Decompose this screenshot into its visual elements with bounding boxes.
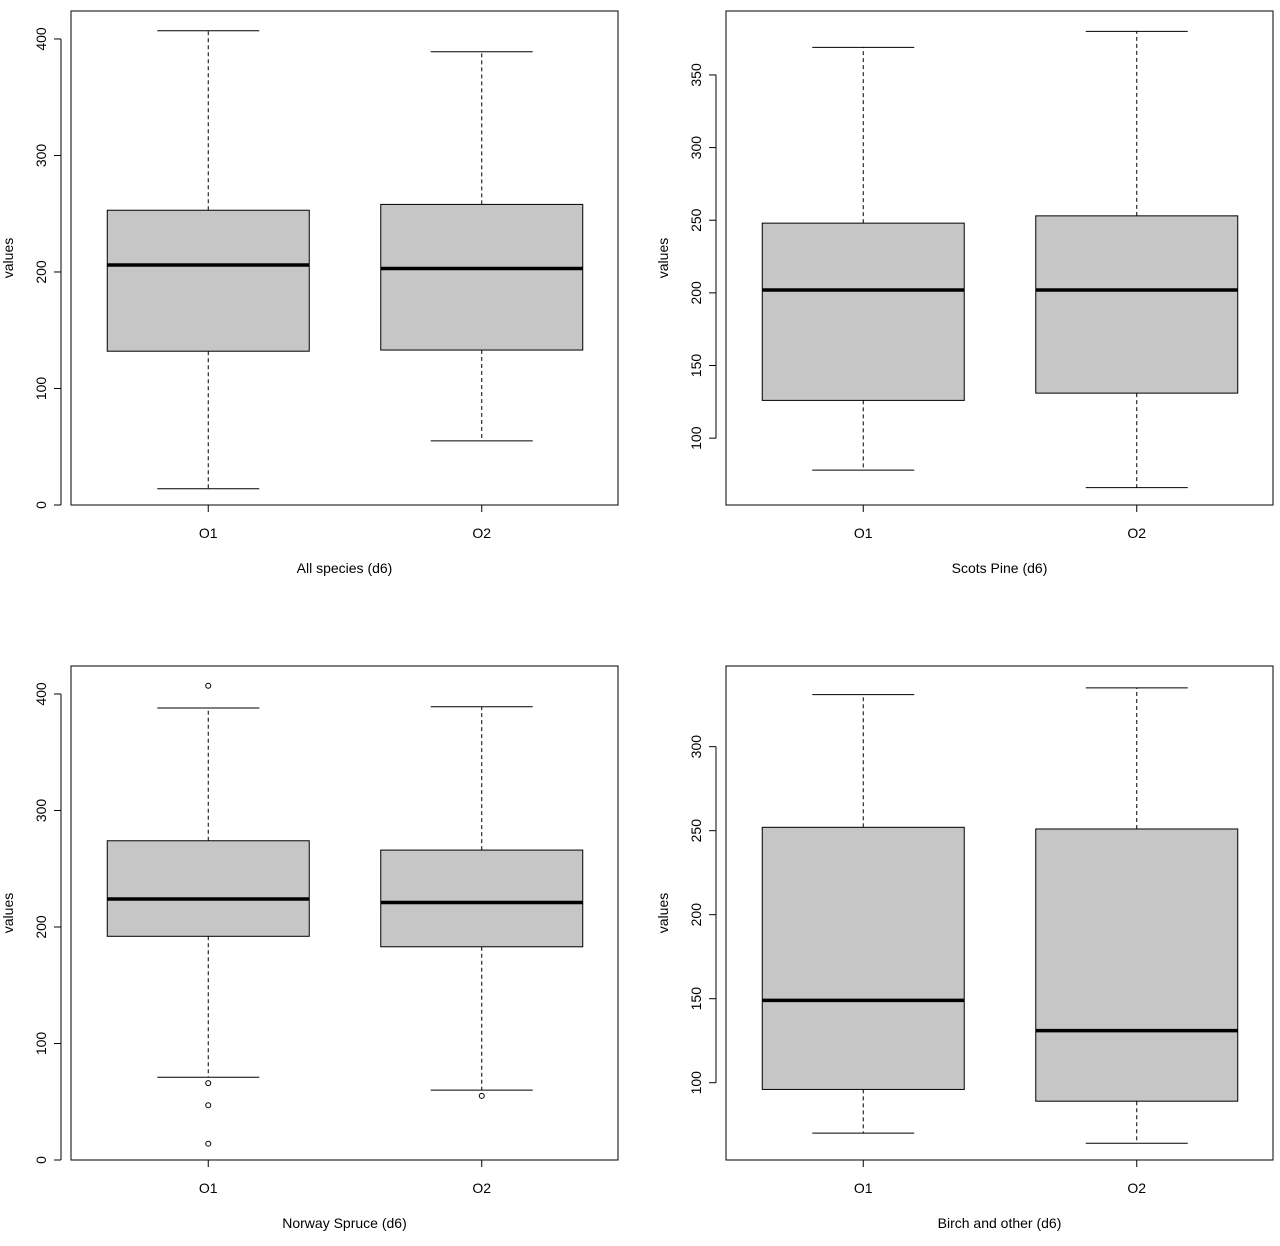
box-body xyxy=(380,849,584,948)
y-tick-label: 250 xyxy=(688,819,704,843)
x-axis-title: Scots Pine (d6) xyxy=(952,560,1048,576)
y-tick-label: 100 xyxy=(688,426,704,450)
y-tick-label: 400 xyxy=(33,682,49,706)
box-O1 xyxy=(761,694,965,1134)
outlier-point xyxy=(205,682,212,689)
x-tick-label: O2 xyxy=(472,1180,491,1196)
box-body xyxy=(106,840,310,937)
y-tick-label: 400 xyxy=(33,27,49,51)
y-tick-label: 250 xyxy=(688,208,704,232)
box-body xyxy=(106,209,310,352)
box-O1 xyxy=(761,46,965,471)
box-O1 xyxy=(106,682,310,1147)
x-tick-label: O1 xyxy=(854,525,873,541)
y-tick-label: 350 xyxy=(688,63,704,87)
x-tick-label: O2 xyxy=(1127,1180,1146,1196)
y-axis-title: values xyxy=(0,238,16,278)
chart-panel-4: 100 150 200 250 300 O1 O2 Birch and other (d6) v… xyxy=(655,665,1274,1231)
y-tick-label: 0 xyxy=(33,1156,49,1164)
y-tick-label: 150 xyxy=(688,354,704,378)
y-tick-label: 100 xyxy=(33,1032,49,1056)
x-tick-label: O1 xyxy=(199,525,218,541)
y-axis-title: values xyxy=(655,893,671,933)
x-tick-label: O1 xyxy=(854,1180,873,1196)
x-axis-title: All species (d6) xyxy=(297,560,393,576)
outlier-point xyxy=(205,1140,212,1147)
y-tick-label: 300 xyxy=(688,136,704,160)
y-tick-label: 0 xyxy=(33,501,49,509)
outlier-point xyxy=(205,1080,212,1087)
box-body xyxy=(1035,828,1239,1102)
box-O2 xyxy=(380,51,584,442)
box-body xyxy=(761,826,965,1090)
box-O2 xyxy=(380,706,584,1099)
y-axis-title: values xyxy=(655,238,671,278)
x-tick-label: O1 xyxy=(199,1180,218,1196)
chart-panel-1: 0 100 200 300 400 O1 O2 All species (d6) values xyxy=(0,10,619,576)
x-tick-label: O2 xyxy=(1127,525,1146,541)
box-O2 xyxy=(1035,30,1239,489)
plot-frame xyxy=(725,665,1274,1161)
x-axis-title: Birch and other (d6) xyxy=(938,1215,1062,1231)
y-tick-label: 150 xyxy=(688,987,704,1011)
outlier-point xyxy=(205,1102,212,1109)
box-body xyxy=(761,222,965,401)
y-tick-label: 200 xyxy=(33,915,49,939)
chart-panel-2: 100 150 200 250 300 350 O1 O2 Scots Pine (d6) val… xyxy=(655,10,1274,576)
y-tick-label: 300 xyxy=(33,144,49,168)
y-tick-label: 200 xyxy=(33,260,49,284)
y-tick-label: 100 xyxy=(33,377,49,401)
box-body xyxy=(380,203,584,351)
plot-frame xyxy=(70,665,619,1161)
box-body xyxy=(1035,215,1239,394)
y-tick-label: 300 xyxy=(688,735,704,759)
x-tick-label: O2 xyxy=(472,525,491,541)
plot-frame xyxy=(70,10,619,506)
box-O2 xyxy=(1035,687,1239,1144)
y-axis-title: values xyxy=(0,893,16,933)
chart-panel-3: 0 100 200 300 400 O1 O2 Norway Spruce (d6) value… xyxy=(0,665,619,1231)
y-tick-label: 100 xyxy=(688,1071,704,1095)
x-axis-title: Norway Spruce (d6) xyxy=(282,1215,407,1231)
y-tick-label: 200 xyxy=(688,903,704,927)
y-tick-label: 200 xyxy=(688,281,704,305)
plot-frame xyxy=(725,10,1274,506)
outlier-point xyxy=(478,1092,485,1099)
box-O1 xyxy=(106,30,310,490)
y-tick-label: 300 xyxy=(33,799,49,823)
